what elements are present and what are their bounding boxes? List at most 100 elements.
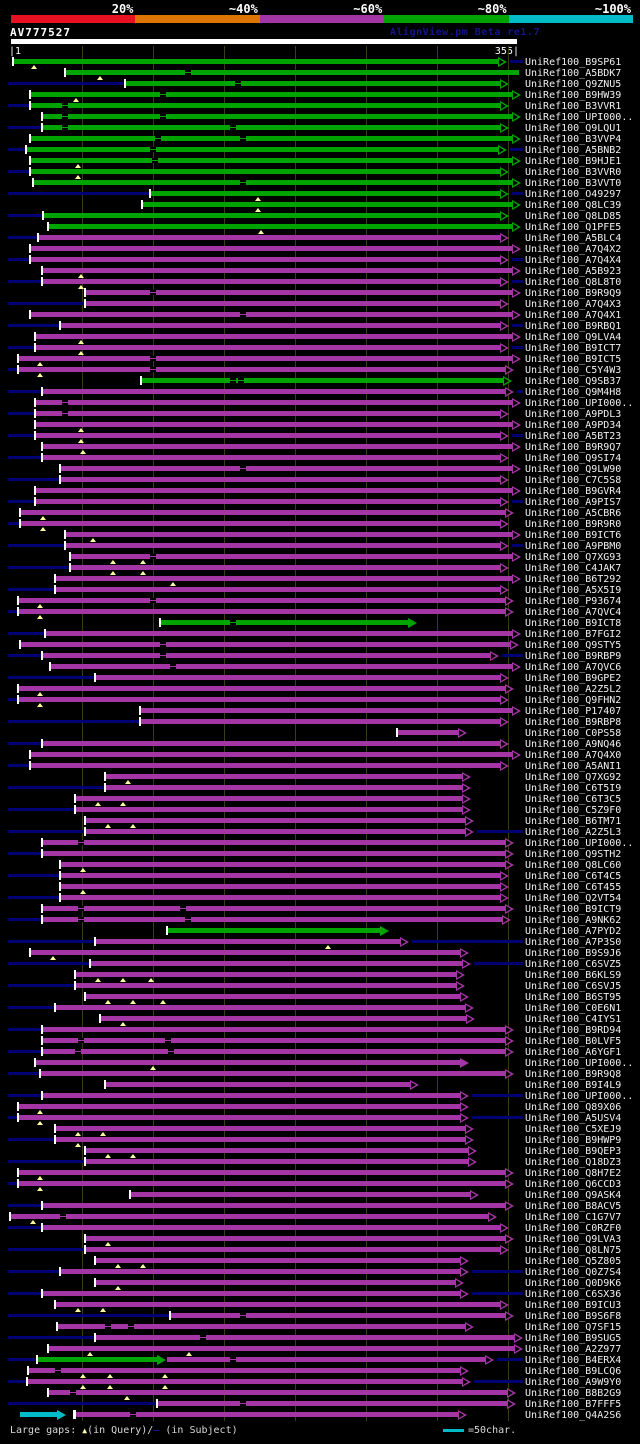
hit-label[interactable]: UniRef100_Q9STY5 xyxy=(525,640,622,651)
alignment-bar[interactable] xyxy=(37,1357,157,1362)
alignment-bar[interactable] xyxy=(40,1071,505,1076)
hit-label[interactable]: UniRef100_P93674 xyxy=(525,596,622,607)
alignment-bar[interactable] xyxy=(95,675,500,680)
alignment-bar[interactable] xyxy=(75,983,456,988)
alignment-bar[interactable] xyxy=(42,279,500,284)
alignment-bar[interactable] xyxy=(28,1368,460,1373)
hit-label[interactable]: UniRef100_B9R9Q8 xyxy=(525,1069,622,1080)
hit-label[interactable]: UniRef100_B9RBP8 xyxy=(525,717,622,728)
alignment-bar[interactable] xyxy=(55,1302,500,1307)
alignment-bar[interactable] xyxy=(42,741,500,746)
alignment-bar[interactable] xyxy=(42,1225,500,1230)
hit-label[interactable]: UniRef100_P17407 xyxy=(525,706,622,717)
hit-label[interactable]: UniRef100_C6T4C5 xyxy=(525,871,622,882)
alignment-bar[interactable] xyxy=(42,1049,505,1054)
alignment-bar[interactable] xyxy=(65,70,519,75)
hit-label[interactable]: UniRef100_A5BLC4 xyxy=(525,233,622,244)
alignment-bar[interactable] xyxy=(27,1379,462,1384)
hit-label[interactable]: UniRef100_Q8LN75 xyxy=(525,1245,622,1256)
alignment-bar[interactable] xyxy=(85,290,512,295)
alignment-bar[interactable] xyxy=(35,433,500,438)
hit-label[interactable]: UniRef100_Q9SB37 xyxy=(525,376,622,387)
alignment-bar[interactable] xyxy=(35,1060,460,1065)
alignment-bar[interactable] xyxy=(35,345,500,350)
hit-label[interactable]: UniRef100_B8B2G9 xyxy=(525,1388,622,1399)
hit-label[interactable]: UniRef100_A6YGF1 xyxy=(525,1047,622,1058)
alignment-bar[interactable] xyxy=(85,1159,468,1164)
alignment-bar[interactable] xyxy=(30,136,512,141)
hit-label[interactable]: UniRef100_A2Z977 xyxy=(525,1344,622,1355)
hit-label[interactable]: UniRef100_A5B923 xyxy=(525,266,622,277)
hit-label[interactable]: UniRef100_Q0D9K6 xyxy=(525,1278,622,1289)
hit-label[interactable]: UniRef100_Q9LVA3 xyxy=(525,1234,622,1245)
hit-label[interactable]: UniRef100_Q5Z805 xyxy=(525,1256,622,1267)
hit-label[interactable]: UniRef100_B8ACV5 xyxy=(525,1201,622,1212)
hit-label[interactable]: UniRef100_B9ICT5 xyxy=(525,354,622,365)
hit-label[interactable]: UniRef100_Q0Z7S4 xyxy=(525,1267,622,1278)
alignment-bar[interactable] xyxy=(18,1181,505,1186)
hit-label[interactable]: UniRef100_A5CBR6 xyxy=(525,508,622,519)
hit-label[interactable]: UniRef100_Q4A2S6 xyxy=(525,1410,622,1421)
hit-label[interactable]: UniRef100_O49297 xyxy=(525,189,622,200)
alignment-bar[interactable] xyxy=(55,1137,465,1142)
hit-label[interactable]: UniRef100_B9R9R0 xyxy=(525,519,622,530)
alignment-bar[interactable] xyxy=(42,1093,460,1098)
alignment-bar[interactable] xyxy=(42,455,500,460)
hit-label[interactable]: UniRef100_C4IYS1 xyxy=(525,1014,622,1025)
alignment-bar[interactable] xyxy=(60,862,505,867)
hit-label[interactable]: UniRef100_Q8H7E2 xyxy=(525,1168,622,1179)
alignment-bar[interactable] xyxy=(30,257,500,262)
alignment-bar[interactable] xyxy=(65,543,500,548)
hit-label[interactable]: UniRef100_Q2VT54 xyxy=(525,893,622,904)
hit-label[interactable]: UniRef100_B0LVF5 xyxy=(525,1036,622,1047)
hit-label[interactable]: UniRef100_B9R9Q7 xyxy=(525,442,622,453)
alignment-bar[interactable] xyxy=(48,1390,507,1395)
alignment-bar[interactable] xyxy=(42,114,512,119)
alignment-bar[interactable] xyxy=(60,873,500,878)
hit-label[interactable]: UniRef100_B9GPE2 xyxy=(525,673,622,684)
hit-label[interactable]: UniRef100_C5XEJ9 xyxy=(525,1124,622,1135)
hit-label[interactable]: UniRef100_UPI000.. xyxy=(525,838,634,849)
hit-label[interactable]: UniRef100_B9ICT7 xyxy=(525,343,622,354)
hit-label[interactable]: UniRef100_B9ICT8 xyxy=(525,618,622,629)
alignment-bar[interactable] xyxy=(35,334,512,339)
alignment-bar[interactable] xyxy=(100,1016,466,1021)
alignment-bar[interactable] xyxy=(85,1236,505,1241)
alignment-bar[interactable] xyxy=(30,246,512,251)
hit-label[interactable]: UniRef100_A5USV4 xyxy=(525,1113,622,1124)
alignment-bar[interactable] xyxy=(130,1192,470,1197)
alignment-bar[interactable] xyxy=(60,1269,460,1274)
alignment-bar[interactable] xyxy=(85,994,460,999)
alignment-bar[interactable] xyxy=(42,906,505,911)
alignment-bar[interactable] xyxy=(55,1126,465,1131)
alignment-bar[interactable] xyxy=(10,1214,488,1219)
alignment-bar[interactable] xyxy=(30,158,512,163)
alignment-bar[interactable] xyxy=(35,400,512,405)
alignment-bar[interactable] xyxy=(35,499,500,504)
alignment-bar[interactable] xyxy=(95,1335,514,1340)
hit-label[interactable]: UniRef100_Q6CCD3 xyxy=(525,1179,622,1190)
hit-label[interactable]: UniRef100_B9SP61 xyxy=(525,57,622,68)
hit-label[interactable]: UniRef100_Q9ASK4 xyxy=(525,1190,622,1201)
hit-label[interactable]: UniRef100_C0PS58 xyxy=(525,728,622,739)
alignment-bar[interactable] xyxy=(70,565,500,570)
alignment-bar[interactable] xyxy=(55,587,500,592)
hit-label[interactable]: UniRef100_Q9LVA4 xyxy=(525,332,622,343)
hit-label[interactable]: UniRef100_B9S9J6 xyxy=(525,948,622,959)
alignment-bar[interactable] xyxy=(48,1346,514,1351)
alignment-bar[interactable] xyxy=(167,928,380,933)
alignment-bar[interactable] xyxy=(60,477,500,482)
alignment-bar[interactable] xyxy=(33,180,512,185)
alignment-bar[interactable] xyxy=(95,939,400,944)
hit-label[interactable]: UniRef100_A5ANI1 xyxy=(525,761,622,772)
hit-label[interactable]: UniRef100_B3VVR0 xyxy=(525,167,622,178)
alignment-bar[interactable] xyxy=(45,631,512,636)
hit-label[interactable]: UniRef100_B9I4L9 xyxy=(525,1080,622,1091)
alignment-bar[interactable] xyxy=(140,719,500,724)
alignment-bar[interactable] xyxy=(30,103,500,108)
hit-label[interactable]: UniRef100_A7Q4X3 xyxy=(525,299,622,310)
alignment-bar[interactable] xyxy=(70,554,512,559)
alignment-bar[interactable] xyxy=(38,235,500,240)
hit-label[interactable]: UniRef100_Q7XG92 xyxy=(525,772,622,783)
hit-label[interactable]: UniRef100_C5Z9F0 xyxy=(525,805,622,816)
